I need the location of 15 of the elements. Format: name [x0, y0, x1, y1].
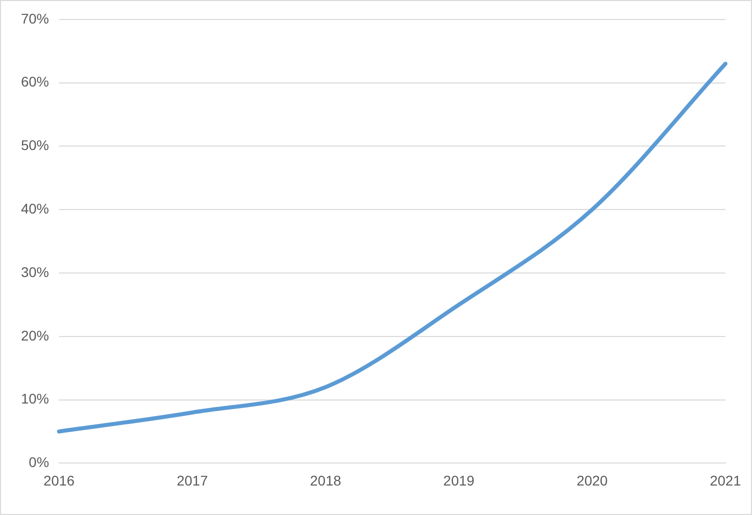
y-tick-label: 0% — [28, 454, 50, 470]
x-tick-label: 2020 — [576, 472, 608, 488]
x-tick-label: 2018 — [310, 472, 342, 488]
x-tick-label: 2021 — [710, 472, 742, 488]
y-tick-label: 30% — [20, 264, 50, 280]
y-tick-label: 70% — [20, 10, 50, 26]
y-tick-label: 50% — [20, 137, 50, 154]
x-tick-label: 2017 — [176, 472, 208, 488]
line-series — [57, 62, 728, 434]
y-tick-label: 40% — [20, 200, 50, 216]
x-tick-label: 2016 — [43, 472, 75, 488]
x-tick-label: 2019 — [443, 472, 475, 488]
y-tick-label: 20% — [20, 327, 50, 344]
y-tick-label: 10% — [20, 390, 50, 407]
y-tick-label: 60% — [20, 74, 50, 90]
